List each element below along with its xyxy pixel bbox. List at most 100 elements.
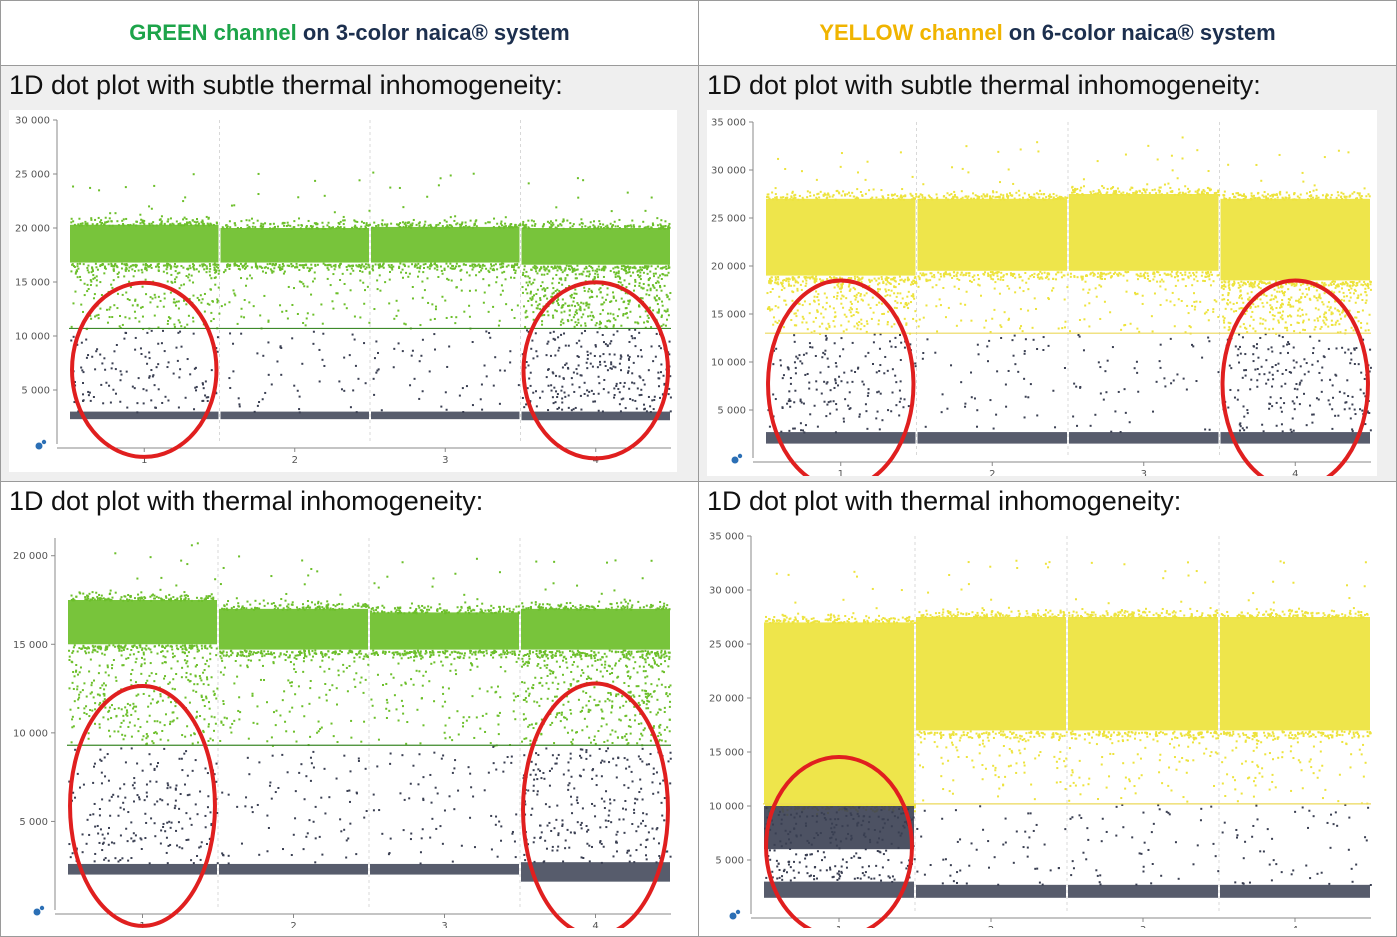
rain-droplet [973,278,976,281]
positive-droplet [645,265,648,268]
positive-droplet [1187,191,1190,194]
negative-rain-droplet [1312,413,1315,416]
positive-droplet [588,270,591,273]
rain-droplet [541,314,544,317]
positive-droplet [1348,285,1351,288]
positive-droplet [844,194,847,197]
positive-droplet [1002,194,1005,197]
negative-rain-droplet [556,393,559,396]
negative-rain-droplet [1236,354,1239,357]
rain-droplet [97,317,100,320]
negative-rain-droplet [558,375,561,378]
negative-rain-droplet [1239,422,1242,425]
rain-droplet [1159,285,1162,288]
rain-droplet [658,297,661,300]
rain-droplet [131,268,134,271]
rain-droplet [192,267,195,270]
positive-droplet [1146,183,1149,186]
rain-droplet [1261,322,1264,325]
rain-droplet [573,325,576,328]
rain-droplet [872,311,875,314]
rain-droplet [214,271,217,274]
rain-droplet [615,271,618,274]
negative-rain-droplet [809,346,812,349]
positive-droplet [1044,198,1047,201]
rain-droplet [326,277,329,280]
rain-droplet [579,309,582,312]
positive-droplet [1083,185,1086,188]
positive-droplet [967,272,970,275]
positive-droplet [1236,198,1239,201]
negative-rain-droplet [1295,361,1298,364]
negative-rain-droplet [787,400,790,403]
negative-rain-droplet [1316,360,1319,363]
positive-droplet [1155,192,1158,195]
positive-droplet [197,222,200,225]
positive-droplet [1159,280,1162,283]
rain-droplet [838,287,841,290]
positive-droplet [201,265,204,268]
positive-droplet [593,220,596,223]
rain-droplet [1331,312,1334,315]
rain-droplet [544,288,547,291]
positive-droplet [198,264,201,267]
positive-droplet [255,264,258,267]
rain-droplet [863,294,866,297]
negative-rain-droplet [597,409,600,412]
negative-rain-droplet [613,394,616,397]
negative-rain-droplet [1338,390,1341,393]
positive-droplet [459,269,462,272]
positive-droplet [602,227,605,230]
positive-droplet [308,227,311,230]
rain-droplet [809,276,812,279]
positive-droplet [303,264,306,267]
positive-droplet [1071,185,1074,188]
negative-rain-droplet [921,357,924,360]
negative-rain-droplet [434,348,437,351]
positive-droplet [398,266,401,269]
rain-droplet [379,289,382,292]
positive-droplet [987,274,990,277]
positive-droplet [503,270,506,273]
gear-icon [33,905,45,916]
rain-droplet [541,323,544,326]
negative-rain-droplet [1309,404,1312,407]
rain-droplet [1300,296,1303,299]
positive-droplet [423,223,426,226]
negative-rain-droplet [594,345,597,348]
positive-droplet [134,265,137,268]
positive-droplet [555,227,558,230]
positive-droplet [161,650,164,653]
outlier-droplet [997,150,1000,153]
rain-droplet [1184,285,1187,288]
negative-rain-droplet [586,367,589,370]
rain-droplet [1246,331,1249,334]
rain-droplet [345,307,348,310]
negative-band-well-1 [766,432,916,444]
positive-droplet [1293,198,1296,201]
rain-droplet [1259,317,1262,320]
rain-droplet [899,302,902,305]
negative-rain-droplet [276,360,279,363]
negative-rain-droplet [353,338,356,341]
rain-droplet [551,302,554,305]
positive-droplet [1307,198,1310,201]
panel-top-right: 1D dot plot with subtle thermal inhomoge… [698,65,1397,482]
rain-droplet [173,298,176,301]
rain-droplet [401,276,404,279]
positive-droplet [902,198,905,201]
rain-droplet [427,301,430,304]
positive-droplet [362,265,365,268]
negative-rain-droplet [1155,380,1158,383]
positive-droplet [868,285,871,288]
positive-droplet [183,216,186,219]
positive-droplet [924,196,927,199]
negative-rain-droplet [658,377,661,380]
negative-rain-droplet [1331,408,1334,411]
rain-droplet [1151,330,1154,333]
positive-droplet [523,224,526,227]
negative-rain-droplet [1318,371,1321,374]
positive-droplet [464,221,467,224]
negative-rain-droplet [1241,336,1244,339]
positive-droplet [186,595,189,598]
